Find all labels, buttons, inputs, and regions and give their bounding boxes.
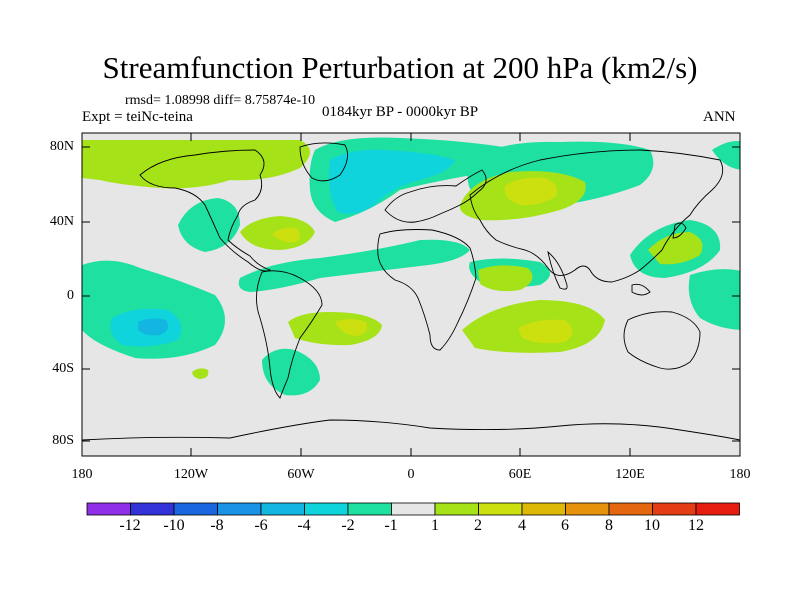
colorbar-label: -12 <box>119 517 141 534</box>
contour-pos4-siberia <box>504 177 558 206</box>
lat-label-40n: 40N <box>49 214 74 229</box>
lon-label-60w: 60W <box>287 467 315 482</box>
lat-label-40s: 40S <box>52 361 74 376</box>
colorbar-swatch <box>217 502 262 516</box>
season-label: ANN <box>703 109 736 125</box>
contour-pos1-arabia <box>478 265 533 292</box>
colorbar-swatch <box>521 502 566 516</box>
lon-label-120e: 120E <box>615 467 645 482</box>
lat-label-0: 0 <box>67 288 74 303</box>
colorbar-swatch <box>608 502 653 516</box>
lon-label-180w: 180 <box>71 467 93 482</box>
contour-neg1-sandes <box>262 348 320 396</box>
colorbar-swatch <box>652 502 697 516</box>
colorbar-swatch <box>565 502 610 516</box>
colorbar-swatch <box>347 502 392 516</box>
coastlines <box>82 142 740 441</box>
colorbar-swatch <box>695 502 740 516</box>
colorbar-swatch <box>434 502 479 516</box>
lon-label-0: 0 <box>407 467 415 482</box>
colorbar-label: 10 <box>644 517 660 534</box>
lat-label-80n: 80N <box>49 139 74 154</box>
contour-pos1-small <box>192 368 209 379</box>
axis-ticks <box>82 133 740 456</box>
colorbar-label: -6 <box>254 517 268 534</box>
lon-label-180e: 180 <box>729 467 751 482</box>
contour-neg1-npacific <box>178 198 240 252</box>
contour-pos1-arctic <box>82 140 310 189</box>
colorbar-label: -4 <box>297 517 311 534</box>
colorbar <box>86 502 740 516</box>
colorbar-label: -1 <box>384 517 398 534</box>
colorbar-label: -10 <box>163 517 185 534</box>
colorbar-swatch <box>130 502 175 516</box>
contour-pos1-ne <box>712 141 740 170</box>
colorbar-label: 4 <box>518 517 526 534</box>
colorbar-swatch <box>173 502 218 516</box>
contour-pos2-nwpacific <box>648 232 703 265</box>
colorbar-label: 6 <box>561 517 569 534</box>
colorbar-label: -2 <box>341 517 355 534</box>
colorbar-swatch <box>260 502 305 516</box>
contour-neg1-equator <box>238 239 470 292</box>
lat-label-80s: 80S <box>52 433 74 448</box>
colorbar-swatch <box>478 502 523 516</box>
colorbar-swatch <box>86 502 131 516</box>
colorbar-label: 12 <box>688 517 704 534</box>
stats-text: rmsd= 1.08998 diff= 8.75874e-10 <box>125 93 316 108</box>
contour-pos2-caribbean <box>272 227 300 243</box>
colorbar-swatch <box>391 502 436 516</box>
colorbar-swatch <box>304 502 349 516</box>
contour-pos2-sindian <box>518 319 573 344</box>
contour-neg2-atlantic <box>329 149 455 214</box>
colorbar-label: -8 <box>210 517 224 534</box>
contour-neg4-tpacific <box>138 318 168 336</box>
map-field <box>82 133 740 456</box>
contour-pos1-wpacific <box>688 269 740 330</box>
experiment-label: Expt = teiNc-teina <box>82 109 193 125</box>
colorbar-label: 1 <box>431 517 439 534</box>
lon-label-60e: 60E <box>508 467 532 482</box>
contour-pos2-satlantic <box>335 319 367 336</box>
colorbar-label: 2 <box>474 517 482 534</box>
colorbar-label: 8 <box>605 517 613 534</box>
chart-title: Streamfunction Perturbation at 200 hPa (… <box>102 50 698 85</box>
lon-label-120w: 120W <box>173 467 209 482</box>
period-label: 0184kyr BP - 0000kyr BP <box>322 104 479 120</box>
